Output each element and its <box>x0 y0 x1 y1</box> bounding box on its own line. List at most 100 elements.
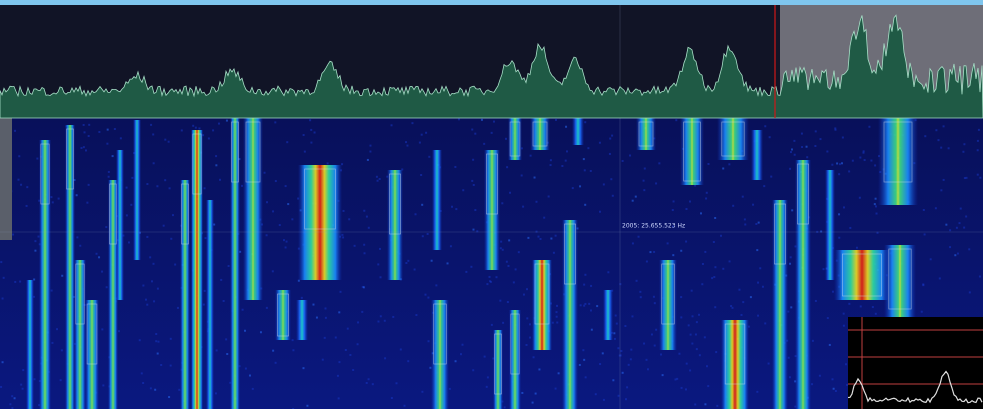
speckle <box>695 333 697 335</box>
speckle <box>655 329 657 331</box>
speckle <box>198 127 200 129</box>
speckle <box>583 359 585 361</box>
speckle <box>715 351 717 353</box>
speckle <box>0 261 2 263</box>
speckle <box>875 313 877 315</box>
speckle <box>506 166 508 168</box>
speckle <box>160 364 162 366</box>
speckle <box>868 126 870 128</box>
speckle <box>84 131 86 133</box>
speckle <box>630 358 632 360</box>
speckle <box>34 250 36 252</box>
speckle <box>471 129 473 131</box>
speckle <box>711 277 713 279</box>
speckle <box>789 168 791 170</box>
speckle <box>713 276 715 278</box>
speckle <box>428 156 430 158</box>
speckle <box>609 138 611 140</box>
speckle <box>696 321 698 323</box>
speckle <box>348 218 350 220</box>
speckle <box>848 170 850 172</box>
speckle <box>938 139 940 141</box>
speckle <box>170 238 172 240</box>
speckle <box>101 328 103 330</box>
speckle <box>366 216 368 218</box>
speckle <box>174 264 176 266</box>
speckle <box>425 132 427 134</box>
speckle <box>483 143 485 145</box>
speckle <box>34 240 36 242</box>
speckle <box>646 260 648 262</box>
speckle <box>26 186 28 188</box>
speckle <box>843 206 845 208</box>
speckle <box>153 300 155 302</box>
speckle <box>292 349 294 351</box>
speckle <box>455 208 457 210</box>
speckle <box>98 131 100 133</box>
speckle <box>380 315 382 317</box>
speckle <box>400 348 402 350</box>
speckle <box>599 363 601 365</box>
speckle <box>963 227 965 229</box>
speckle <box>965 215 967 217</box>
speckle <box>354 245 356 247</box>
speckle <box>960 208 962 210</box>
speckle <box>757 315 759 317</box>
speckle <box>716 405 718 407</box>
speckle <box>181 129 183 131</box>
speckle <box>675 119 677 121</box>
sdr-view: 2005: 25.655.523 Hz <box>0 0 983 409</box>
speckle <box>427 233 429 235</box>
speckle <box>643 189 645 191</box>
speckle <box>415 314 417 316</box>
speckle <box>603 183 605 185</box>
speckle <box>643 343 645 345</box>
speckle <box>26 205 28 207</box>
page: 2005: 25.655.523 Hz (() => { const data … <box>0 0 983 409</box>
speckle <box>228 265 230 267</box>
speckle <box>701 283 703 285</box>
speckle <box>839 163 841 165</box>
speckle <box>979 276 981 278</box>
speckle <box>681 387 683 389</box>
speckle <box>622 160 624 162</box>
speckle <box>614 338 616 340</box>
speckle <box>513 281 515 283</box>
speckle <box>584 169 586 171</box>
speckle <box>706 192 708 194</box>
speckle <box>349 354 351 356</box>
speckle <box>582 349 584 351</box>
speckle <box>126 187 128 189</box>
speckle <box>150 387 152 389</box>
speckle <box>343 210 345 212</box>
speckle <box>272 350 274 352</box>
speckle <box>599 211 601 213</box>
speckle <box>363 210 365 212</box>
speckle <box>363 286 365 288</box>
speckle <box>405 262 407 264</box>
speckle <box>2 361 4 363</box>
speckle <box>583 158 585 160</box>
speckle <box>414 268 416 270</box>
inset-bg <box>848 317 983 409</box>
speckle <box>555 311 557 313</box>
speckle <box>51 342 53 344</box>
speckle <box>590 285 592 287</box>
speckle <box>20 384 22 386</box>
speckle <box>203 304 205 306</box>
speckle <box>303 134 305 136</box>
speckle <box>106 143 108 145</box>
speckle <box>834 127 836 129</box>
speckle <box>489 276 491 278</box>
speckle <box>588 303 590 305</box>
speckle <box>154 389 156 391</box>
speckle <box>507 301 509 303</box>
speckle <box>451 206 453 208</box>
speckle <box>793 140 795 142</box>
speckle <box>465 271 467 273</box>
speckle <box>525 344 527 346</box>
speckle <box>244 330 246 332</box>
speckle <box>241 185 243 187</box>
speckle <box>292 339 294 341</box>
speckle <box>0 386 2 388</box>
